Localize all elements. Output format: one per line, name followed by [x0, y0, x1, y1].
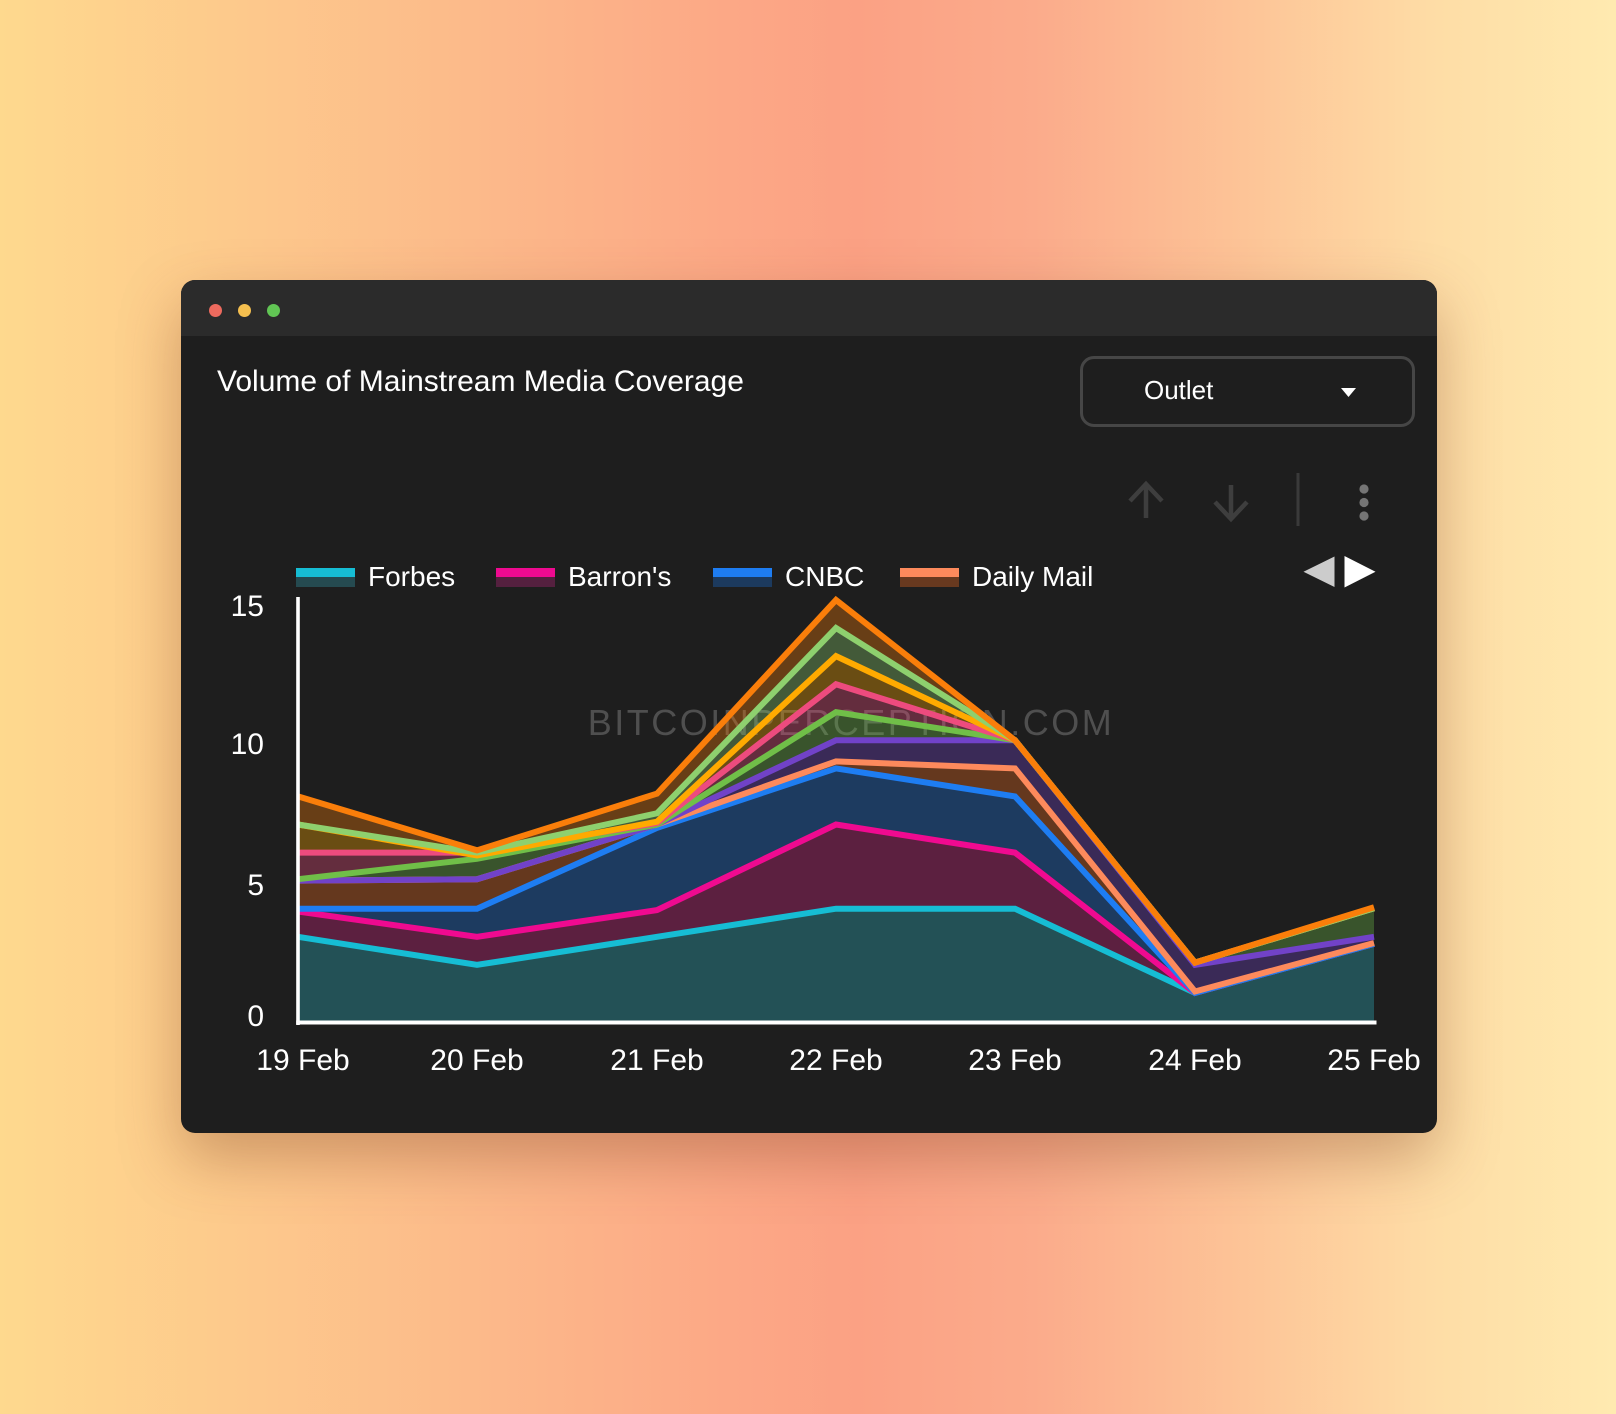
svg-text:0: 0	[247, 1000, 264, 1033]
svg-text:15: 15	[231, 590, 264, 623]
svg-text:25 Feb: 25 Feb	[1327, 1044, 1420, 1077]
svg-text:BITCOINPERCEPTION.COM: BITCOINPERCEPTION.COM	[588, 702, 1115, 743]
svg-text:24 Feb: 24 Feb	[1148, 1044, 1241, 1077]
svg-text:20 Feb: 20 Feb	[430, 1044, 523, 1077]
svg-text:10: 10	[231, 728, 264, 761]
svg-text:19 Feb: 19 Feb	[256, 1044, 349, 1077]
svg-text:5: 5	[247, 869, 264, 902]
svg-text:23 Feb: 23 Feb	[968, 1044, 1061, 1077]
svg-text:22 Feb: 22 Feb	[789, 1044, 882, 1077]
svg-text:21 Feb: 21 Feb	[610, 1044, 703, 1077]
